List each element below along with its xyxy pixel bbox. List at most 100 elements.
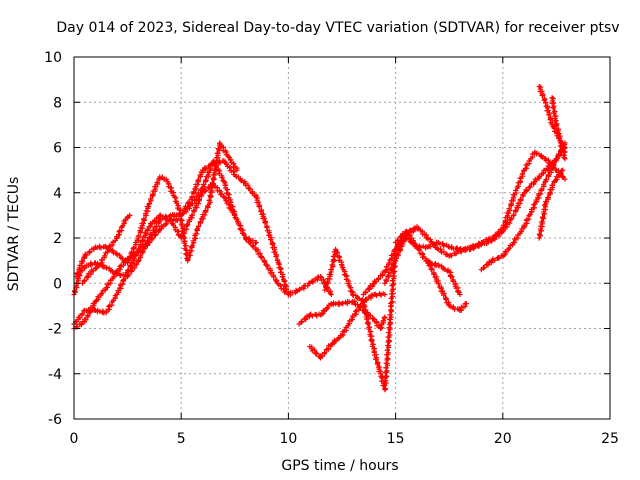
data-point bbox=[219, 174, 225, 181]
data-point bbox=[189, 194, 195, 200]
data-point bbox=[314, 350, 320, 357]
data-point bbox=[518, 196, 524, 202]
data-point bbox=[154, 179, 160, 185]
data-point bbox=[387, 316, 393, 323]
data-point bbox=[437, 246, 444, 252]
data-point bbox=[202, 188, 209, 194]
data-point bbox=[264, 263, 270, 269]
data-point bbox=[142, 211, 149, 217]
data-point bbox=[258, 208, 264, 215]
data-point bbox=[111, 274, 117, 280]
data-point bbox=[364, 320, 370, 326]
data-point bbox=[202, 187, 208, 193]
data-point bbox=[85, 273, 91, 279]
data-point bbox=[383, 277, 389, 283]
data-point bbox=[545, 107, 551, 114]
data-point bbox=[511, 212, 517, 218]
data-point bbox=[299, 319, 305, 325]
data-point bbox=[207, 192, 213, 199]
data-point bbox=[121, 277, 127, 283]
data-point bbox=[328, 267, 335, 273]
data-point bbox=[526, 184, 532, 191]
data-point bbox=[307, 312, 313, 318]
data-point bbox=[485, 239, 491, 245]
data-point bbox=[137, 228, 143, 234]
data-point bbox=[193, 235, 199, 242]
data-point bbox=[367, 312, 373, 319]
y-tick-label: -6 bbox=[48, 412, 62, 428]
data-point bbox=[382, 378, 388, 384]
data-point bbox=[395, 237, 401, 243]
data-point bbox=[195, 177, 202, 183]
data-point bbox=[143, 230, 149, 236]
data-point bbox=[227, 157, 233, 163]
data-point bbox=[553, 123, 559, 129]
data-point bbox=[382, 385, 389, 392]
data-point bbox=[209, 185, 215, 191]
data-point bbox=[215, 150, 221, 156]
data-point bbox=[387, 312, 393, 318]
data-point bbox=[117, 263, 123, 269]
data-point bbox=[488, 238, 494, 244]
data-point bbox=[364, 311, 370, 318]
y-tick-label: 6 bbox=[53, 141, 62, 157]
data-point bbox=[80, 258, 86, 265]
y-tick-label: -2 bbox=[48, 322, 62, 338]
data-point bbox=[328, 291, 334, 298]
data-point bbox=[538, 187, 544, 193]
data-point bbox=[527, 184, 533, 190]
data-point bbox=[545, 172, 551, 178]
data-point bbox=[427, 244, 433, 250]
data-point bbox=[141, 216, 147, 222]
data-point bbox=[217, 140, 223, 146]
x-tick-label: 20 bbox=[494, 431, 512, 447]
data-point bbox=[543, 176, 550, 183]
data-point bbox=[461, 246, 467, 252]
data-point bbox=[110, 247, 116, 253]
data-point bbox=[245, 182, 251, 188]
data-point bbox=[549, 165, 556, 171]
data-point bbox=[443, 296, 449, 303]
data-point bbox=[137, 247, 143, 254]
data-point bbox=[146, 200, 153, 207]
data-point bbox=[389, 299, 396, 305]
data-point bbox=[486, 259, 492, 265]
data-point bbox=[215, 145, 221, 152]
data-point bbox=[560, 167, 566, 173]
data-point bbox=[127, 212, 133, 218]
data-point bbox=[279, 273, 285, 280]
data-point bbox=[551, 110, 557, 116]
data-point bbox=[212, 167, 218, 174]
data-point bbox=[383, 360, 389, 366]
data-point bbox=[223, 161, 230, 167]
data-point bbox=[267, 236, 274, 243]
data-point bbox=[368, 328, 374, 335]
data-point bbox=[513, 188, 519, 194]
data-point bbox=[554, 155, 560, 161]
data-point bbox=[264, 224, 270, 231]
data-point bbox=[542, 100, 549, 106]
data-point bbox=[481, 264, 487, 271]
data-point bbox=[152, 218, 158, 224]
data-point bbox=[543, 199, 550, 205]
data-point bbox=[83, 317, 89, 323]
data-point bbox=[237, 226, 243, 232]
data-point bbox=[253, 239, 259, 246]
data-point bbox=[277, 283, 284, 289]
data-point bbox=[400, 239, 406, 245]
data-point bbox=[234, 216, 240, 222]
data-point bbox=[101, 253, 108, 259]
data-point bbox=[178, 212, 184, 218]
data-point bbox=[182, 242, 189, 249]
data-point bbox=[223, 197, 229, 204]
data-point bbox=[550, 182, 556, 189]
data-point bbox=[363, 289, 369, 295]
data-point bbox=[120, 277, 126, 284]
data-point bbox=[382, 314, 388, 320]
data-point bbox=[393, 255, 400, 262]
data-points bbox=[71, 83, 568, 393]
data-point bbox=[250, 237, 256, 244]
data-point bbox=[441, 292, 447, 298]
data-point bbox=[257, 251, 263, 257]
